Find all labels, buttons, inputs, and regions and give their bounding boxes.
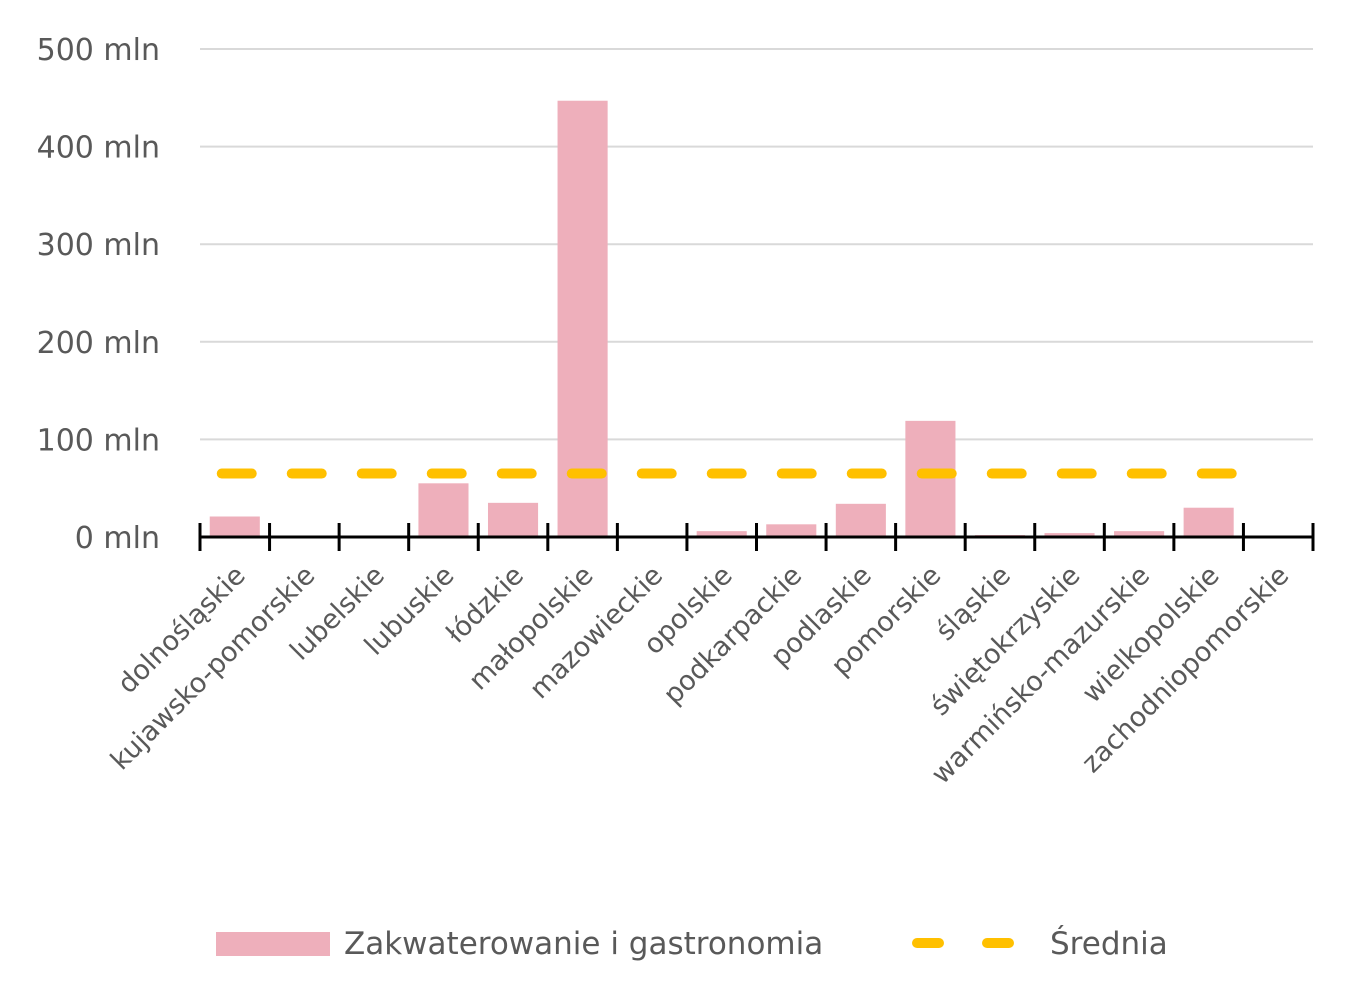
- y-axis-tick-labels: 0 mln 100 mln 200 mln 300 mln 400 mln 500 mln: [37, 33, 160, 556]
- legend-swatch-bar: [216, 932, 330, 956]
- gridlines: [200, 48, 1313, 441]
- y-tick-label: 100 mln: [37, 423, 160, 458]
- bar: [1114, 531, 1165, 537]
- bar: [905, 420, 956, 537]
- legend-swatch-dashed-line: [912, 938, 1022, 950]
- bar: [209, 516, 260, 537]
- x-axis: [198, 523, 1315, 551]
- bar: [557, 100, 608, 537]
- y-tick-label: 400 mln: [37, 131, 160, 166]
- legend-label-average: Średnia: [1050, 926, 1168, 962]
- bar: [487, 502, 539, 537]
- legend-item-average: Średnia: [912, 916, 1168, 972]
- bar: [766, 524, 817, 537]
- legend-item-bar-series: Zakwaterowanie i gastronomia: [216, 916, 823, 972]
- y-tick-label: 500 mln: [37, 33, 160, 68]
- bars: [209, 100, 1234, 537]
- y-tick-label: 300 mln: [37, 228, 160, 263]
- bar: [1183, 507, 1234, 537]
- x-axis-category-labels: dolnośląskiekujawsko-pomorskielubelskiel…: [105, 560, 1295, 790]
- bar-chart: 0 mln 100 mln 200 mln 300 mln 400 mln 500 mln…: [37, 33, 1315, 790]
- bar: [418, 483, 469, 537]
- legend-label-bar-series: Zakwaterowanie i gastronomia: [344, 926, 824, 962]
- bar: [1044, 533, 1095, 537]
- y-tick-label: 0 mln: [75, 521, 160, 556]
- legend: Zakwaterowanie i gastronomia Średnia: [0, 916, 1364, 972]
- bar: [835, 503, 886, 537]
- y-tick-label: 200 mln: [37, 326, 160, 361]
- bar: [696, 531, 747, 537]
